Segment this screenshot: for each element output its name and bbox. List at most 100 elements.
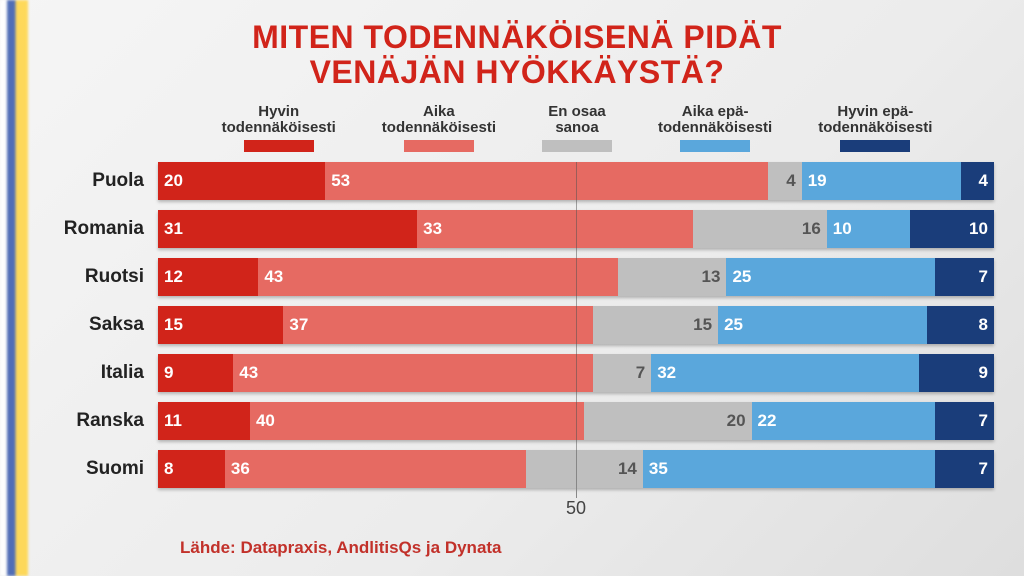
title-line-1: MITEN TODENNÄKÖISENÄ PIDÄT bbox=[252, 19, 782, 55]
bar-segment: 10 bbox=[910, 210, 994, 248]
legend-label: Hyvin todennäköisesti bbox=[222, 104, 336, 136]
legend-swatch bbox=[404, 140, 474, 152]
legend-swatch bbox=[244, 140, 314, 152]
bar-segment: 8 bbox=[158, 450, 225, 488]
bar-segment: 9 bbox=[158, 354, 233, 392]
bar-segment: 37 bbox=[283, 306, 592, 344]
stacked-bar: 83614357 bbox=[158, 450, 994, 488]
bar-segment: 25 bbox=[726, 258, 935, 296]
legend-item: Hyvin todennäköisesti bbox=[222, 104, 336, 152]
bar-segment: 20 bbox=[158, 162, 325, 200]
bar-segment: 15 bbox=[593, 306, 718, 344]
bar-segment: 4 bbox=[961, 162, 994, 200]
legend-item: Aika epä- todennäköisesti bbox=[658, 104, 772, 152]
chart-card: MITEN TODENNÄKÖISENÄ PIDÄT VENÄJÄN HYÖKK… bbox=[40, 20, 994, 558]
stacked-bar: 11 40 2022 7 bbox=[158, 402, 994, 440]
bar-segment: 20 bbox=[584, 402, 751, 440]
row-label: Romania bbox=[40, 218, 158, 240]
legend-swatch bbox=[542, 140, 612, 152]
chart-title: MITEN TODENNÄKÖISENÄ PIDÄT VENÄJÄN HYÖKK… bbox=[40, 20, 994, 90]
segment-value: 10 bbox=[969, 219, 994, 239]
bar-segment: 25 bbox=[718, 306, 927, 344]
segment-value: 40 bbox=[250, 411, 275, 431]
segment-value: 15 bbox=[158, 315, 183, 335]
chart-area: Puola20534194Romania3133161010Ruotsi1243… bbox=[40, 162, 994, 538]
bar-segment: 8 bbox=[927, 306, 994, 344]
segment-value: 20 bbox=[158, 171, 183, 191]
segment-value: 9 bbox=[979, 363, 994, 383]
segment-value: 36 bbox=[225, 459, 250, 479]
bar-segment: 53 bbox=[325, 162, 768, 200]
segment-value: 8 bbox=[979, 315, 994, 335]
segment-value: 31 bbox=[158, 219, 183, 239]
chart-row: Ruotsi12 43 1325 7 bbox=[40, 258, 994, 296]
row-label: Ranska bbox=[40, 410, 158, 432]
bar-segment: 43 bbox=[233, 354, 592, 392]
title-line-2: VENÄJÄN HYÖKKÄYSTÄ? bbox=[310, 54, 725, 90]
legend-item: Hyvin epä- todennäköisesti bbox=[818, 104, 932, 152]
segment-value: 25 bbox=[726, 267, 751, 287]
legend: Hyvin todennäköisesti Aika todennäköisest… bbox=[160, 104, 994, 152]
bar-segment: 7 bbox=[935, 402, 994, 440]
bar-segment: 7 bbox=[593, 354, 652, 392]
row-label: Ruotsi bbox=[40, 266, 158, 288]
x-axis: 50 bbox=[158, 488, 994, 518]
chart-row: Saksa153715258 bbox=[40, 306, 994, 344]
segment-value: 9 bbox=[158, 363, 173, 383]
legend-label: Hyvin epä- todennäköisesti bbox=[818, 104, 932, 136]
bar-segment: 22 bbox=[752, 402, 936, 440]
segment-value: 16 bbox=[802, 219, 827, 239]
stacked-bar: 20534194 bbox=[158, 162, 994, 200]
stacked-bar: 153715258 bbox=[158, 306, 994, 344]
axis-tick-line bbox=[576, 488, 577, 498]
segment-value: 43 bbox=[233, 363, 258, 383]
segment-value: 37 bbox=[283, 315, 308, 335]
legend-label: Aika epä- todennäköisesti bbox=[658, 104, 772, 136]
segment-value: 14 bbox=[618, 459, 643, 479]
segment-value: 32 bbox=[651, 363, 676, 383]
segment-value: 12 bbox=[158, 267, 183, 287]
bar-segment: 7 bbox=[935, 450, 994, 488]
segment-value: 8 bbox=[158, 459, 173, 479]
chart-row: Suomi83614357 bbox=[40, 450, 994, 488]
bar-segment: 12 bbox=[158, 258, 258, 296]
legend-item: En osaa sanoa bbox=[542, 104, 612, 152]
chart-rows: Puola20534194Romania3133161010Ruotsi1243… bbox=[40, 162, 994, 488]
segment-value: 53 bbox=[325, 171, 350, 191]
bar-segment: 7 bbox=[935, 258, 994, 296]
bar-segment: 32 bbox=[651, 354, 919, 392]
stacked-bar: 3133161010 bbox=[158, 210, 994, 248]
bar-segment: 43 bbox=[258, 258, 617, 296]
segment-value: 10 bbox=[827, 219, 852, 239]
segment-value: 4 bbox=[979, 171, 994, 191]
axis-tick-label: 50 bbox=[566, 498, 586, 519]
legend-swatch bbox=[680, 140, 750, 152]
legend-item: Aika todennäköisesti bbox=[382, 104, 496, 152]
bar-segment: 10 bbox=[827, 210, 911, 248]
bar-segment: 36 bbox=[225, 450, 526, 488]
row-label: Italia bbox=[40, 362, 158, 384]
source-line: Lähde: Datapraxis, AndlitisQs ja Dynata bbox=[180, 538, 994, 558]
bar-segment: 14 bbox=[526, 450, 643, 488]
segment-value: 11 bbox=[158, 411, 182, 431]
bar-segment: 4 bbox=[768, 162, 801, 200]
bar-segment: 33 bbox=[417, 210, 693, 248]
bar-segment: 13 bbox=[618, 258, 727, 296]
legend-label: Aika todennäköisesti bbox=[382, 104, 496, 136]
bar-segment: 19 bbox=[802, 162, 961, 200]
row-label: Suomi bbox=[40, 458, 158, 480]
segment-value: 22 bbox=[752, 411, 777, 431]
segment-value: 13 bbox=[702, 267, 727, 287]
segment-value: 7 bbox=[979, 267, 994, 287]
bar-segment: 31 bbox=[158, 210, 417, 248]
stacked-bar: 9 43 732 9 bbox=[158, 354, 994, 392]
bar-segment: 15 bbox=[158, 306, 283, 344]
segment-value: 4 bbox=[786, 171, 801, 191]
segment-value: 20 bbox=[727, 411, 752, 431]
segment-value: 33 bbox=[417, 219, 442, 239]
bar-segment: 16 bbox=[693, 210, 827, 248]
bar-segment: 11 bbox=[158, 402, 250, 440]
chart-row: Ranska11 40 2022 7 bbox=[40, 402, 994, 440]
legend-swatch bbox=[840, 140, 910, 152]
chart-row: Italia9437329 bbox=[40, 354, 994, 392]
